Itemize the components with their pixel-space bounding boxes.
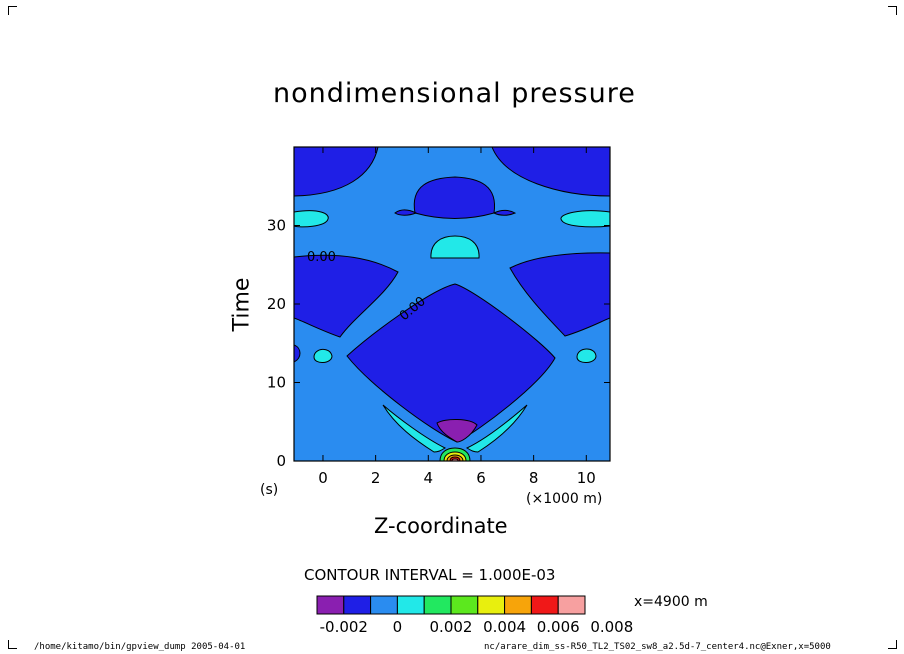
x-unit-label: (×1000 m) (526, 491, 603, 507)
colorbar-tick-label: 0.008 (590, 618, 633, 636)
colorbar-cell (530, 595, 559, 615)
y-unit-label: (s) (260, 482, 279, 498)
colorbar-cell (316, 595, 345, 615)
corner-mark-top-left (8, 6, 17, 15)
x-axis-label: Z-coordinate (374, 514, 508, 538)
x-tick-label: 0 (318, 469, 328, 487)
x-tick-label: 4 (424, 469, 434, 487)
colorbar-cells (316, 595, 586, 615)
annotation-position: x=4900 m (634, 594, 708, 610)
footer-right: nc/arare_dim_ss-R50_TL2_TS02_sw8_a2.5d-7… (484, 642, 831, 652)
y-axis-label: Time (229, 277, 255, 332)
footer-left: /home/kitamo/bin/gpview_dump 2005-04-01 (34, 642, 246, 652)
x-tick-label: 10 (577, 469, 596, 487)
contour-fill-layer (294, 147, 610, 461)
blob-right-triangle (509, 252, 610, 337)
cyan-wing-right (465, 404, 528, 453)
corner-mark-top-right (888, 6, 897, 15)
colorbar-cell (343, 595, 372, 615)
chart-title: nondimensional pressure (273, 78, 636, 109)
colorbar-cell (423, 595, 452, 615)
cyan-dot-left (313, 348, 333, 363)
cyan-bubble-right (560, 210, 610, 228)
cyan-bubble-left (294, 210, 329, 228)
colorbar-cell (477, 595, 506, 615)
colorbar-cell (370, 595, 398, 615)
cyan-wing-left (382, 404, 447, 453)
colorbar-tick-label: 0.006 (537, 618, 580, 636)
x-tick-label: 6 (476, 469, 486, 487)
cyan-dot-right (576, 348, 597, 363)
blob-top-right (491, 147, 610, 197)
corner-mark-bottom-right (888, 640, 897, 649)
cyan-bubble-center (430, 235, 480, 259)
colorbar-cell (504, 595, 532, 615)
colorbar-cell (396, 595, 425, 615)
colorbar-cell (450, 595, 479, 615)
colorbar-tick-label: 0 (393, 618, 403, 636)
y-tick-label: 30 (267, 217, 286, 235)
contour-label-1: 0.00 (307, 250, 336, 265)
colorbar-tick-label: 0.002 (430, 618, 473, 636)
y-tick-label: 0 (276, 452, 286, 470)
purple-core (436, 419, 478, 443)
tick-layer: 0 2 4 6 8 10 0 10 20 30 (267, 147, 610, 487)
x-tick-label: 2 (371, 469, 381, 487)
contour-interval-text: CONTOUR INTERVAL = 1.000E-03 (304, 566, 556, 584)
colorbar-cell (557, 595, 586, 615)
blob-top-center-left-tail (394, 209, 418, 216)
colorbar-labels: -0.002 0 0.002 0.004 0.006 0.008 (320, 618, 634, 636)
blob-left-triangle (294, 254, 399, 338)
blob-top-left (294, 147, 379, 197)
y-tick-label: 10 (267, 374, 286, 392)
colorbar: -0.002 0 0.002 0.004 0.006 0.008 (316, 595, 634, 636)
blob-top-center-right-tail (492, 209, 517, 216)
colorbar-tick-label: 0.004 (483, 618, 526, 636)
colorbar-tick-label: -0.002 (320, 618, 368, 636)
blob-top-center (413, 176, 496, 219)
corner-mark-bottom-left (8, 640, 17, 649)
x-tick-label: 8 (529, 469, 539, 487)
y-tick-label: 20 (267, 295, 286, 313)
